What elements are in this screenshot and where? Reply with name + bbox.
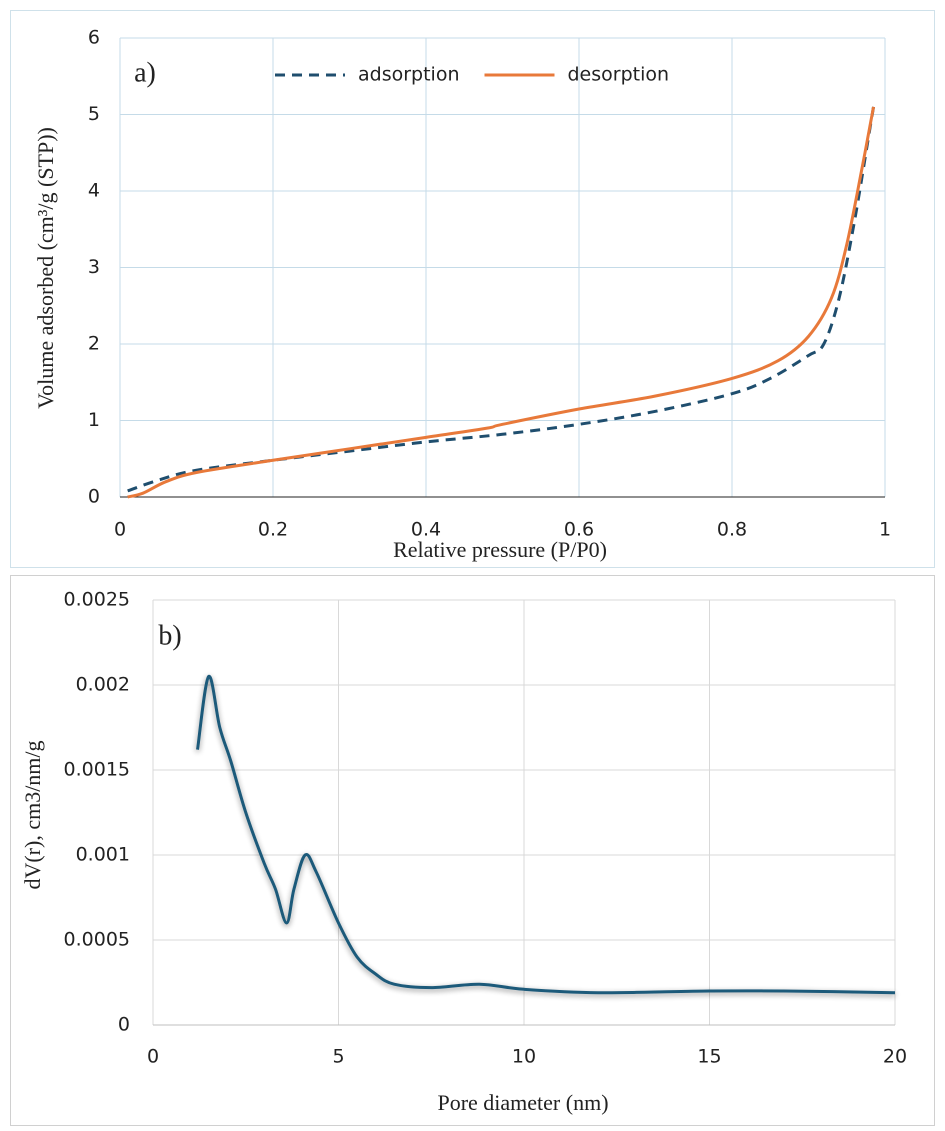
y-tick-label: 6 [88, 27, 100, 49]
panel-label: a) [134, 57, 156, 88]
legend-label: desorption [568, 64, 670, 86]
x-tick-label: 0.6 [564, 519, 594, 541]
x-tick-label: 0 [114, 519, 126, 541]
y-tick-label: 0.0015 [64, 759, 130, 781]
y-tick-label: 0 [88, 486, 100, 508]
y-tick-label: 0.001 [76, 844, 130, 866]
y-tick-label: 3 [88, 256, 100, 278]
y-tick-label: 2 [88, 333, 100, 355]
x-axis-label: Relative pressure (P/P0) [393, 537, 607, 562]
x-tick-label: 0 [147, 1046, 159, 1068]
y-tick-label: 0.002 [76, 674, 130, 696]
legend-label: adsorption [358, 64, 460, 86]
x-tick-label: 0.8 [717, 519, 747, 541]
panel-label: b) [158, 620, 181, 651]
y-tick-label: 0.0025 [64, 589, 130, 611]
y-axis-label: dV(r), cm3/nm/g [20, 740, 45, 889]
panel-frame [10, 575, 935, 1126]
panel-frame [10, 10, 935, 568]
x-tick-label: 15 [697, 1046, 721, 1068]
data-line [127, 106, 876, 493]
y-tick-label: 4 [88, 180, 100, 202]
data-line [127, 106, 875, 499]
y-tick-label: 5 [88, 103, 100, 125]
x-tick-label: 1 [879, 519, 891, 541]
data-line [196, 674, 896, 995]
x-tick-label: 10 [512, 1046, 536, 1068]
x-tick-label: 5 [332, 1046, 344, 1068]
x-axis-label: Pore diameter (nm) [437, 1090, 608, 1115]
y-tick-label: 0.0005 [64, 929, 130, 951]
x-tick-label: 0.4 [411, 519, 441, 541]
x-tick-label: 0.2 [258, 519, 288, 541]
y-tick-label: 0 [118, 1014, 130, 1036]
x-tick-label: 20 [883, 1046, 907, 1068]
y-axis-label: Volume adsorbed (cm³/g (STP)) [33, 127, 58, 409]
y-tick-label: 1 [88, 409, 100, 431]
